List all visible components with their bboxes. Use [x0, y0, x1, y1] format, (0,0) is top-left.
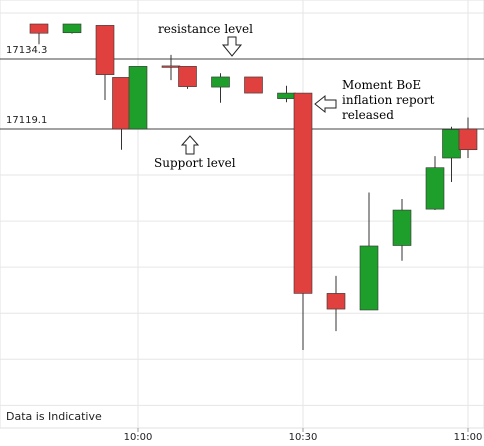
- candle: [392, 199, 412, 261]
- candle-body-down: [29, 23, 49, 34]
- x-tick-label: 10:00: [124, 432, 153, 443]
- candle-body-down: [458, 128, 478, 151]
- candle: [293, 92, 313, 351]
- boe-label-line-1: Moment BoE: [342, 78, 421, 92]
- candle: [62, 23, 82, 34]
- x-tick-label: 10:30: [289, 432, 318, 443]
- candle: [442, 126, 461, 182]
- y-tick-label: 17119.1: [6, 115, 47, 126]
- boe-arrow-icon: [314, 94, 337, 114]
- candle-body-down: [161, 65, 181, 68]
- support-arrow-icon: [180, 135, 200, 155]
- resistance-arrow-icon: [221, 36, 243, 57]
- x-tick-label: 11:00: [454, 432, 483, 443]
- candle: [425, 156, 445, 211]
- plot-area: [0, 0, 484, 429]
- y-tick-label: 17134.3: [6, 45, 47, 56]
- resistance-label: resistance level: [158, 22, 253, 36]
- candle: [95, 25, 115, 100]
- candle: [326, 275, 346, 332]
- candle-body-down: [244, 76, 263, 94]
- candle: [178, 66, 197, 89]
- candle-body-up: [442, 129, 461, 159]
- candle: [128, 66, 148, 130]
- axis-ticks: 17134.3 17119.1 10:00 10:30 11:00: [6, 45, 482, 443]
- candle-body-up: [425, 167, 445, 210]
- boe-label-line-2: inflation report: [342, 93, 435, 107]
- candle-body-down: [95, 25, 115, 75]
- candle: [211, 73, 230, 103]
- candle-body-up: [359, 245, 379, 311]
- candle: [244, 76, 263, 94]
- candles: [29, 23, 478, 351]
- candle-body-down: [293, 92, 313, 294]
- candle-body-down: [112, 77, 131, 130]
- candle-body-up: [277, 92, 296, 99]
- candle: [359, 192, 379, 311]
- boe-label-line-3: released: [342, 108, 394, 122]
- candle-body-up: [128, 66, 148, 130]
- support-label: Support level: [154, 156, 236, 170]
- candle-body-up: [211, 76, 230, 88]
- candle-body-down: [178, 66, 197, 87]
- candle: [458, 117, 478, 159]
- candle-body-up: [62, 23, 82, 34]
- price-level-lines: [0, 58, 484, 130]
- footnote: Data is Indicative: [6, 410, 102, 423]
- candle-body-down: [326, 293, 346, 310]
- candle-body-up: [392, 209, 412, 246]
- candle: [29, 23, 49, 45]
